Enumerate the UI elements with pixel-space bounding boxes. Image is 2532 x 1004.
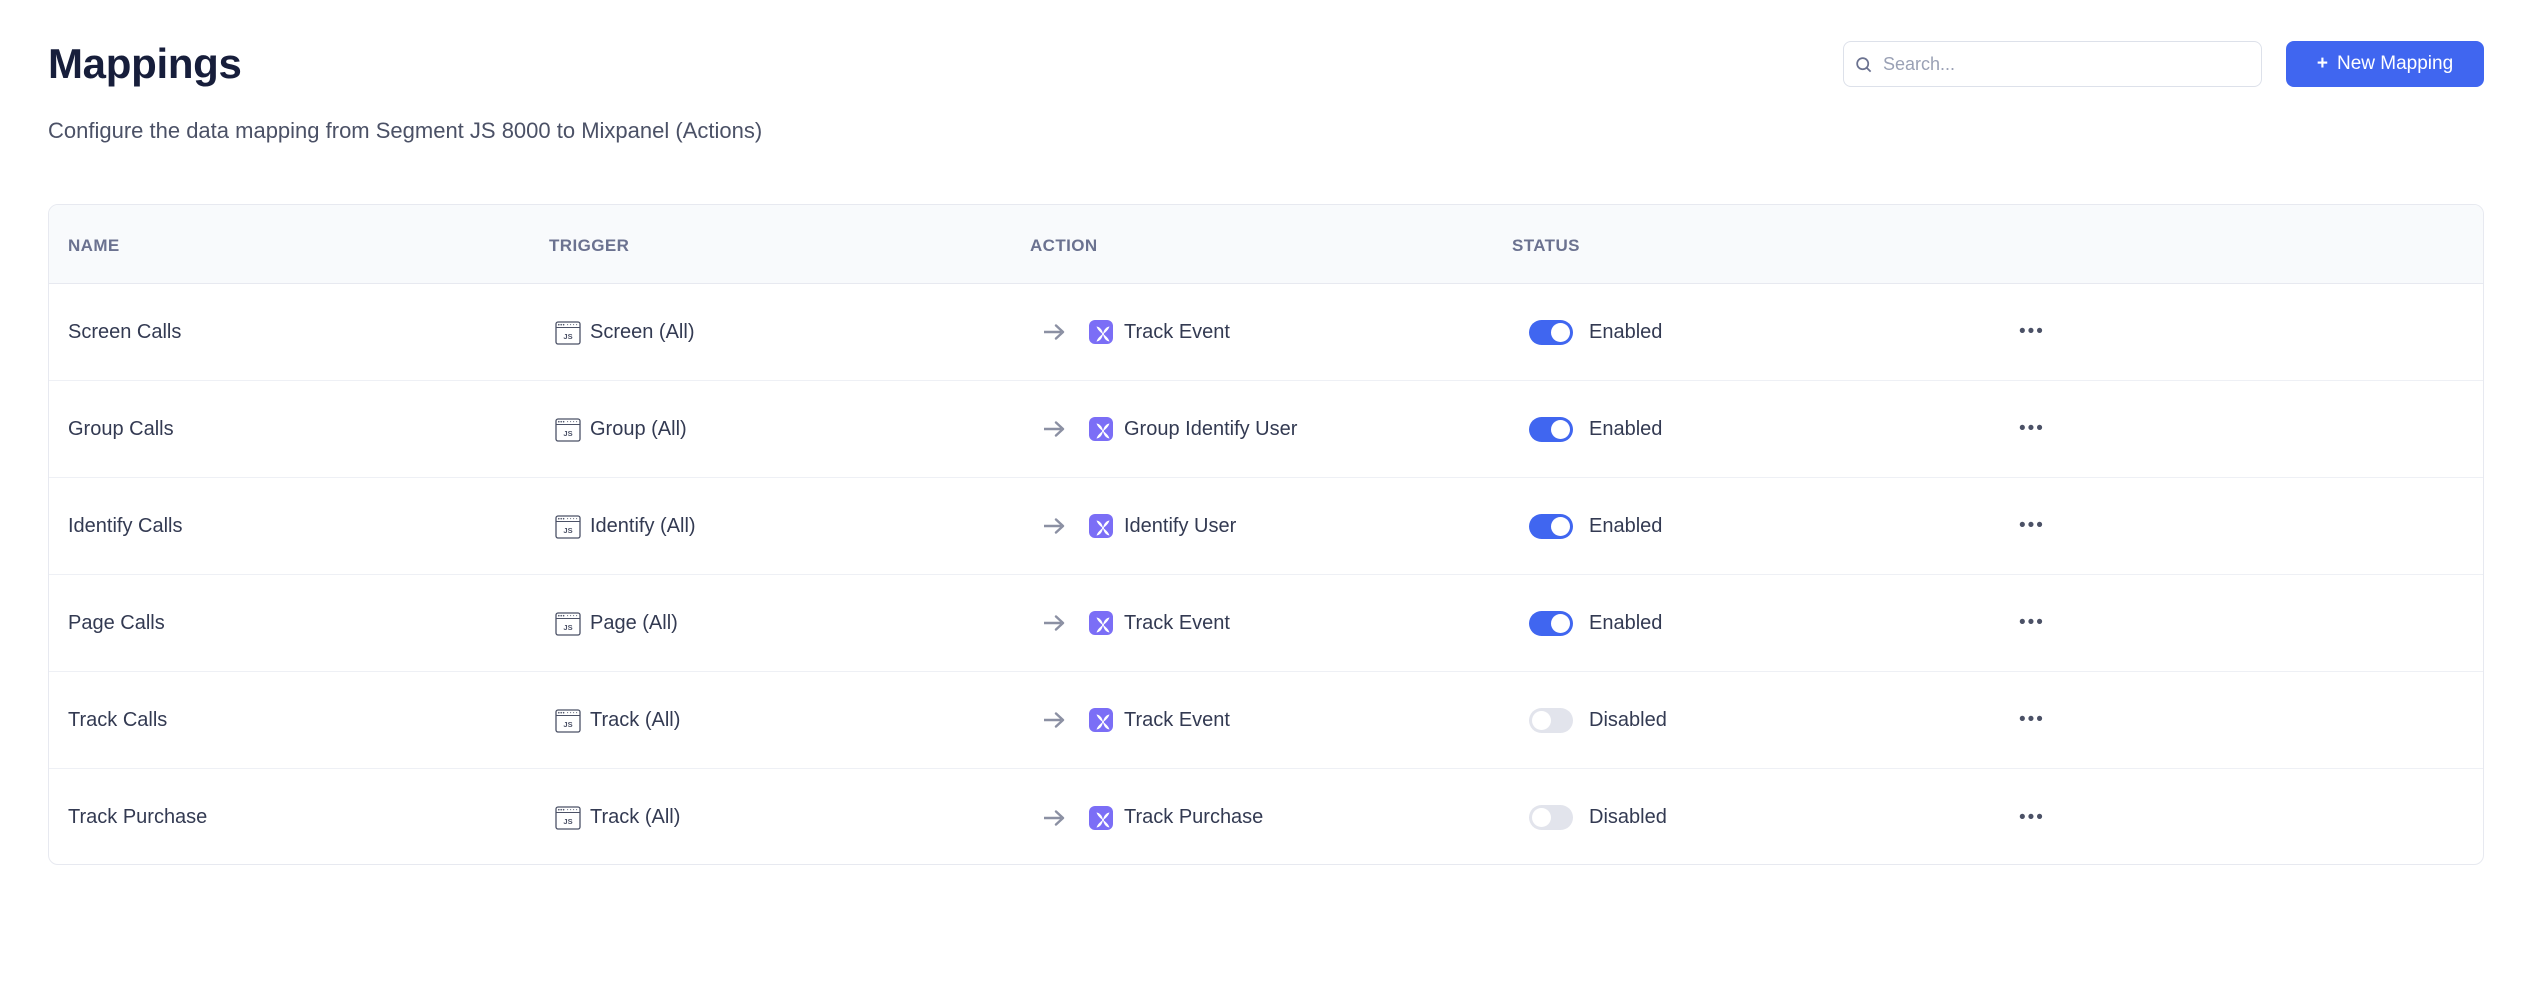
svg-text:JS: JS — [563, 332, 572, 341]
svg-text:JS: JS — [563, 526, 572, 535]
svg-text:JS: JS — [563, 623, 572, 632]
svg-text:JS: JS — [563, 817, 572, 826]
svg-text:JS: JS — [563, 720, 572, 729]
svg-text:JS: JS — [563, 429, 572, 438]
